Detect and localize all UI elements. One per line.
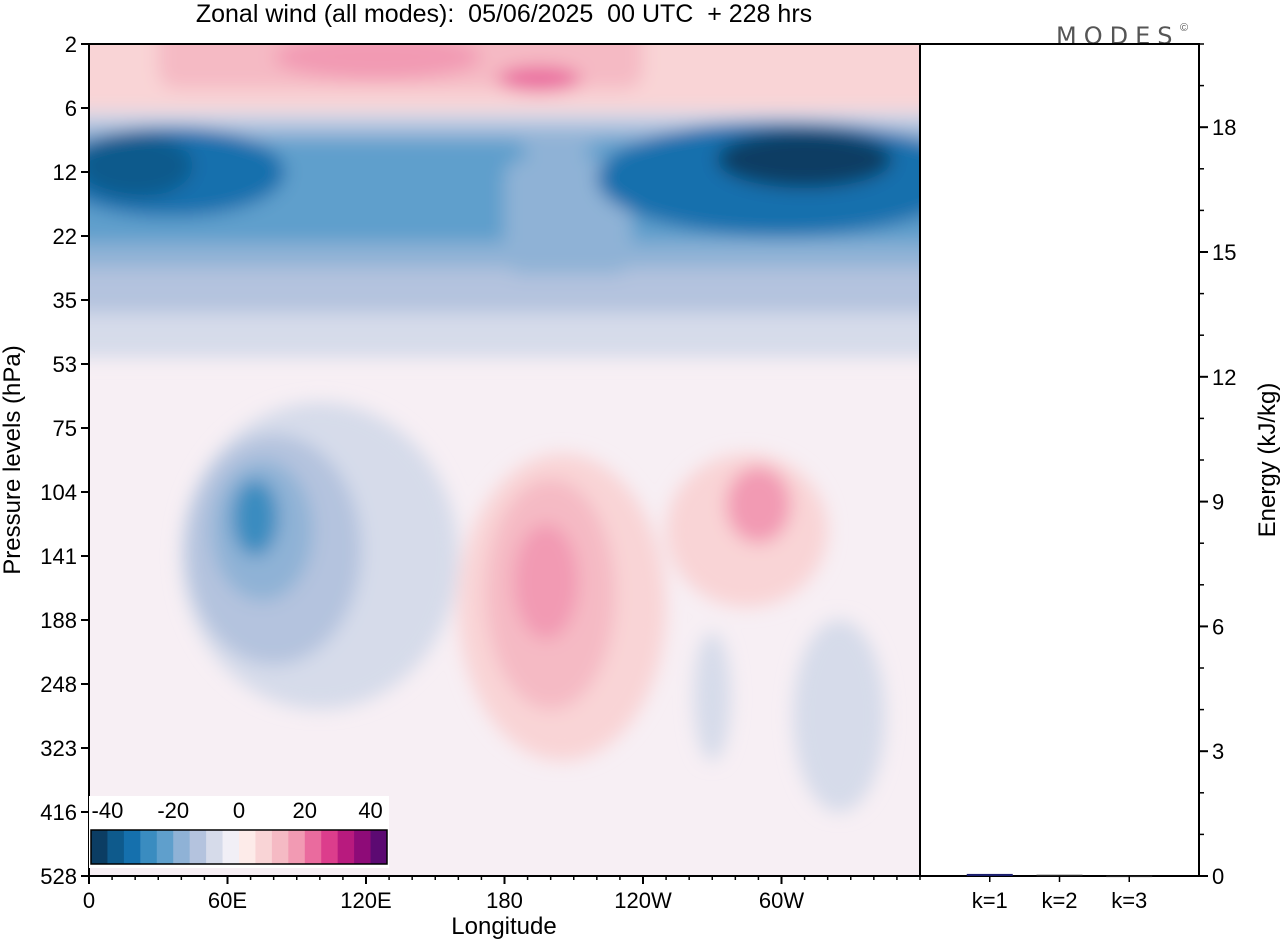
energy-panel: k=1 k=2 k=3 0 3 6 9 12 15 18 bbox=[919, 43, 1236, 913]
colorbar-swatch bbox=[222, 830, 240, 864]
longitude-tick-label: 120W bbox=[614, 888, 672, 913]
colorbar-swatch bbox=[271, 830, 289, 864]
energy-tick-label: 18 bbox=[1212, 115, 1236, 140]
pressure-tick-label: 35 bbox=[53, 288, 77, 313]
tropospheric-easterly-core bbox=[232, 479, 279, 556]
colorbar-swatch bbox=[140, 830, 158, 864]
y-axis-title: Pressure levels (hPa) bbox=[0, 345, 26, 574]
energy-bar-k=2 bbox=[1036, 874, 1083, 877]
energy-axis: k=1 k=2 k=3 0 3 6 9 12 15 18 bbox=[972, 43, 1236, 913]
colorbar-tick-label: -40 bbox=[92, 798, 124, 823]
longitude-tick-label: 60E bbox=[208, 888, 247, 913]
pressure-tick-label: 2 bbox=[65, 32, 77, 57]
energy-tick-label: 9 bbox=[1212, 490, 1224, 515]
pressure-tick-label: 141 bbox=[40, 544, 77, 569]
easterly-core-west-max bbox=[89, 133, 193, 198]
colorbar-tick-label: 20 bbox=[293, 798, 317, 823]
energy-tick-label: 3 bbox=[1212, 739, 1224, 764]
pressure-tick-label: 22 bbox=[53, 224, 77, 249]
colorbar-swatch bbox=[321, 830, 339, 864]
easterly-patch-mid bbox=[693, 632, 731, 761]
pressure-tick-label: 104 bbox=[40, 480, 77, 505]
pressure-tick-label: 53 bbox=[53, 352, 77, 377]
colorbar-swatch bbox=[206, 830, 224, 864]
colorbar-swatch bbox=[107, 830, 125, 864]
colorbar: -40 -20 0 20 40 bbox=[89, 796, 389, 868]
pressure-tick-label: 12 bbox=[53, 160, 77, 185]
pressure-tick-label: 6 bbox=[65, 96, 77, 121]
modes-logo-mark: © bbox=[1180, 22, 1188, 34]
pressure-tick-label: 248 bbox=[40, 672, 77, 697]
energy-tick-label: 0 bbox=[1212, 864, 1224, 889]
colorbar-swatch bbox=[288, 830, 306, 864]
colorbar-tick-label: 40 bbox=[358, 798, 382, 823]
pressure-tick-label: 323 bbox=[40, 736, 77, 761]
colorbar-tick-label: -20 bbox=[157, 798, 189, 823]
westerly-core-180 bbox=[513, 524, 579, 640]
colorbar-swatch bbox=[337, 830, 355, 864]
colorbar-swatch bbox=[156, 830, 174, 864]
colorbar-swatch bbox=[370, 830, 388, 864]
energy-category-label: k=1 bbox=[972, 888, 1008, 913]
energy-category-label: k=3 bbox=[1111, 888, 1147, 913]
pressure-tick-label: 416 bbox=[40, 800, 77, 825]
energy-category-label: k=2 bbox=[1041, 888, 1077, 913]
pressure-tick-label: 75 bbox=[53, 416, 77, 441]
energy-tick-label: 6 bbox=[1212, 614, 1224, 639]
colorbar-swatch bbox=[304, 830, 322, 864]
easterly-patch-east bbox=[793, 620, 886, 812]
colorbar-swatch bbox=[173, 830, 191, 864]
longitude-tick-label: 120E bbox=[340, 888, 391, 913]
heatmap-plot bbox=[88, 43, 921, 877]
colorbar-swatch bbox=[91, 830, 108, 864]
upper-westerly-peak bbox=[497, 66, 581, 92]
energy-tick-label: 15 bbox=[1212, 240, 1236, 265]
upper-westerly-max bbox=[273, 44, 482, 80]
colorbar-swatch bbox=[189, 830, 207, 864]
longitude-tick-label: 0 bbox=[83, 888, 95, 913]
energy-tick-label: 12 bbox=[1212, 365, 1236, 390]
colorbar-tick-label: 0 bbox=[233, 798, 245, 823]
colorbar-swatch bbox=[354, 830, 372, 864]
easterly-core-east-max bbox=[716, 130, 893, 188]
colorbar-swatch bbox=[239, 830, 256, 864]
colorbar-frame bbox=[90, 829, 388, 865]
longitude-tick-label: 180 bbox=[486, 888, 523, 913]
westerly-core-60w bbox=[726, 466, 791, 544]
longitude-axis: 0 60E 120E 180 120W 60W bbox=[83, 876, 921, 913]
longitude-tick-label: 60W bbox=[759, 888, 804, 913]
pressure-tick-label: 528 bbox=[40, 864, 77, 889]
chart-title: Zonal wind (all modes): 05/06/2025 00 UT… bbox=[196, 0, 812, 28]
colorbar-swatch bbox=[255, 830, 273, 864]
x-axis-title: Longitude bbox=[451, 913, 556, 940]
pressure-tick-label: 188 bbox=[40, 608, 77, 633]
colorbar-swatch bbox=[123, 830, 141, 864]
energy-bar-k=1 bbox=[966, 873, 1013, 876]
energy-axis-title: Energy (kJ/kg) bbox=[1254, 383, 1280, 538]
pressure-axis: 2 6 12 22 35 53 75 104 141 188 248 323 416 528 bbox=[40, 32, 89, 889]
energy-panel-frame bbox=[919, 43, 1200, 877]
heatmap-field bbox=[89, 44, 920, 812]
